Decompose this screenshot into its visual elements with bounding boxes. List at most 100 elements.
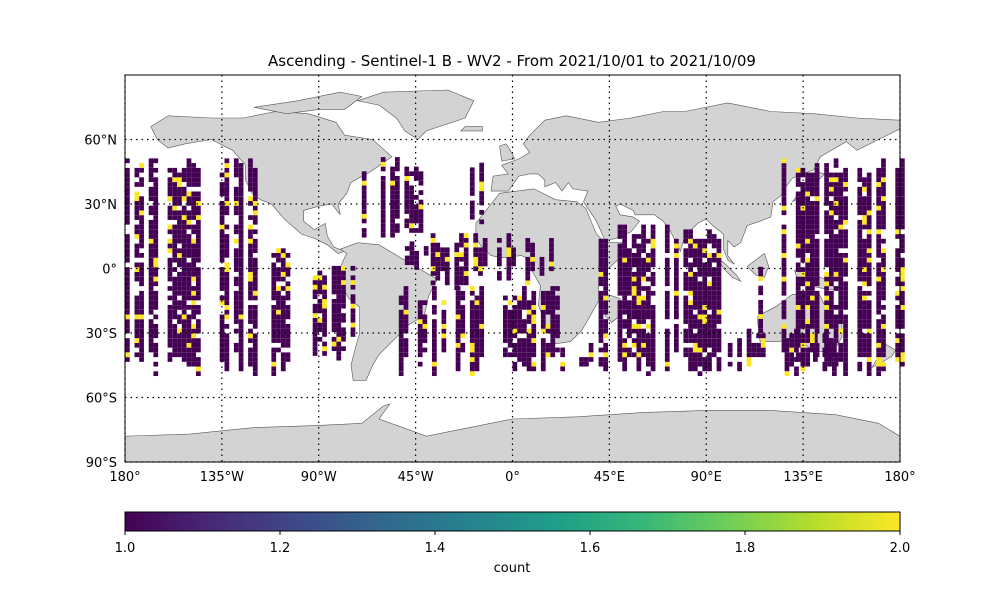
count-cell <box>455 309 461 315</box>
count-cell <box>395 190 400 195</box>
count-cell <box>650 347 656 353</box>
count-cell <box>781 309 787 315</box>
count-cell <box>280 276 286 282</box>
count-cell <box>398 309 404 315</box>
count-cell <box>390 166 395 172</box>
count-cell <box>641 229 646 235</box>
count-cell <box>404 166 410 172</box>
count-cell <box>522 352 527 358</box>
count-cell <box>167 177 173 183</box>
count-cell <box>857 234 863 239</box>
count-cell <box>900 234 905 239</box>
count-cell <box>781 172 787 178</box>
count-cell <box>636 357 642 362</box>
count-cell <box>336 275 342 281</box>
swath-band <box>560 342 594 372</box>
count-cell <box>800 215 806 220</box>
count-cell <box>555 305 560 310</box>
count-cell <box>441 309 447 315</box>
count-cell <box>716 238 722 244</box>
count-cell <box>474 338 480 343</box>
count-cell <box>482 242 488 248</box>
count-cell <box>380 228 386 233</box>
count-cell <box>331 303 337 309</box>
count-cell <box>191 182 197 187</box>
count-cell <box>636 243 642 249</box>
count-cell <box>688 305 693 310</box>
count-cell <box>814 219 820 225</box>
count-cell <box>824 262 829 268</box>
count-cell <box>550 305 556 310</box>
count-cell <box>125 305 130 310</box>
count-cell <box>418 176 424 181</box>
count-cell <box>697 267 703 272</box>
count-cell <box>441 300 447 306</box>
count-cell <box>829 281 834 287</box>
count-cell <box>441 338 447 343</box>
count-cell <box>191 262 197 268</box>
count-cell <box>862 248 867 254</box>
count-cell <box>526 305 532 310</box>
count-cell <box>795 286 801 291</box>
count-cell <box>181 172 187 178</box>
count-cell <box>248 177 253 183</box>
count-cell <box>707 342 712 348</box>
count-cell <box>833 205 839 211</box>
count-cell <box>895 338 901 343</box>
count-cell <box>862 262 867 268</box>
count-cell <box>271 309 277 315</box>
count-cell <box>857 347 863 353</box>
count-cell <box>829 324 834 329</box>
count-cell <box>285 295 291 301</box>
count-cell <box>598 361 604 367</box>
count-cell <box>549 256 554 262</box>
count-cell <box>824 186 829 192</box>
count-cell <box>622 271 628 277</box>
count-cell <box>824 215 829 220</box>
count-cell <box>280 295 286 301</box>
count-cell <box>622 267 628 272</box>
count-cell <box>196 177 201 183</box>
count-cell <box>784 366 790 372</box>
count-cell <box>900 357 905 362</box>
count-cell <box>603 286 609 291</box>
count-cell <box>664 338 670 343</box>
count-cell <box>814 300 820 306</box>
count-cell <box>248 196 253 202</box>
count-cell <box>857 319 863 324</box>
count-cell <box>172 352 178 358</box>
count-cell <box>895 229 901 235</box>
count-cell <box>167 324 173 329</box>
count-cell <box>866 300 872 306</box>
count-cell <box>876 205 882 211</box>
count-cell <box>810 191 815 197</box>
count-cell <box>805 186 811 192</box>
count-cell <box>627 248 632 254</box>
count-cell <box>404 246 410 251</box>
count-cell <box>795 234 801 239</box>
count-cell <box>603 352 609 358</box>
count-cell <box>497 256 502 262</box>
count-cell <box>469 210 475 215</box>
count-cell <box>833 248 839 254</box>
count-cell <box>550 286 556 291</box>
count-cell <box>336 280 342 285</box>
count-cell <box>881 333 886 339</box>
count-cell <box>134 352 140 358</box>
count-cell <box>603 238 609 244</box>
count-cell <box>588 342 594 348</box>
count-cell <box>153 210 159 216</box>
count-cell <box>469 314 475 320</box>
count-cell <box>650 281 656 287</box>
count-cell <box>881 219 886 225</box>
count-cell <box>172 314 178 320</box>
count-cell <box>148 210 154 216</box>
count-cell <box>409 218 414 224</box>
count-cell <box>248 182 253 187</box>
count-cell <box>404 195 410 200</box>
count-cell <box>361 171 367 177</box>
count-cell <box>469 200 475 206</box>
count-cell <box>664 328 670 334</box>
count-cell <box>674 338 679 343</box>
count-cell <box>814 253 820 258</box>
